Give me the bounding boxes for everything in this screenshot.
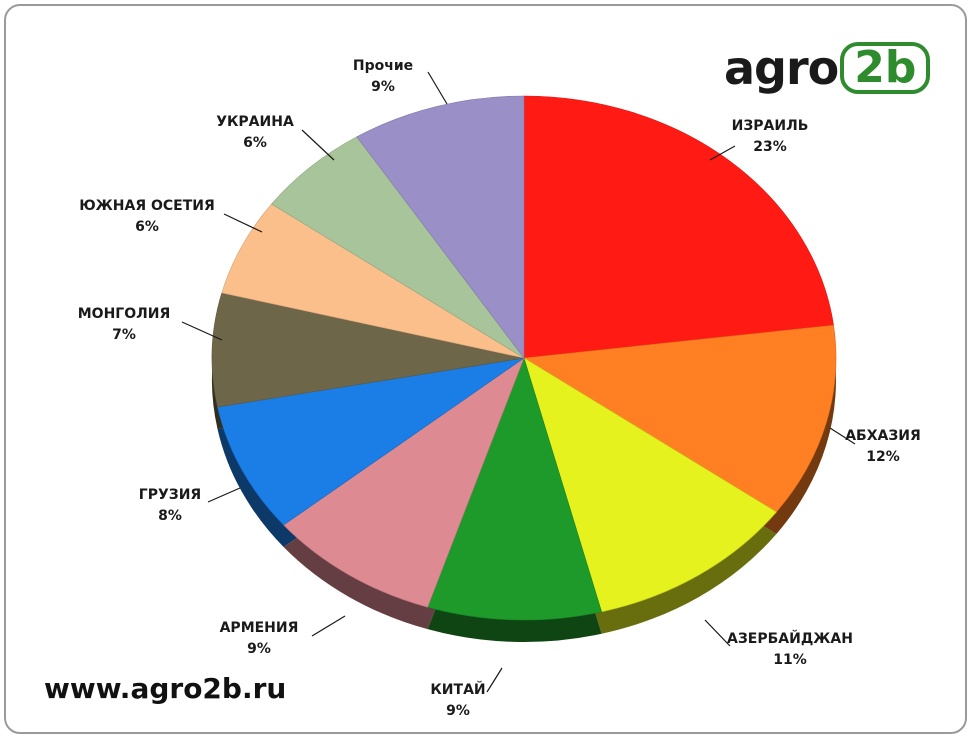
slice-6-value-label: 8% bbox=[158, 508, 182, 524]
slice-10-value-label: 9% bbox=[371, 79, 395, 95]
slice-10 bbox=[356, 95, 525, 359]
slice-5-name-label: АРМЕНИЯ bbox=[220, 620, 299, 636]
slice-7-leader-line bbox=[181, 321, 223, 341]
slice-1-leader-line bbox=[709, 145, 736, 161]
slice-4-name-label: КИТАЙ bbox=[430, 681, 485, 698]
slice-5-leader-line bbox=[311, 615, 346, 637]
slice-5-value-label: 9% bbox=[247, 641, 271, 657]
slice-3-value-label: 11% bbox=[773, 652, 807, 668]
slice-9-leader-line bbox=[301, 129, 335, 161]
slice-4-leader-line bbox=[486, 667, 503, 693]
slice-3 bbox=[523, 357, 777, 613]
site-url: www.agro2b.ru bbox=[44, 672, 287, 705]
slice-1-value-label: 23% bbox=[753, 139, 787, 155]
slice-3-leader-line bbox=[704, 619, 731, 647]
slice-1 bbox=[523, 95, 834, 359]
logo-text: agro bbox=[724, 41, 839, 95]
slice-7-name-label: МОНГОЛИЯ bbox=[78, 306, 171, 322]
slice-3-name-label: АЗЕРБАЙДЖАН bbox=[727, 630, 853, 647]
pie-slices-layer bbox=[211, 95, 837, 621]
slice-6 bbox=[217, 357, 525, 526]
slice-4-value-label: 9% bbox=[446, 703, 470, 719]
slice-6-name-label: ГРУЗИЯ bbox=[139, 487, 201, 503]
slice-8-leader-line bbox=[223, 213, 263, 233]
slice-7-value-label: 7% bbox=[112, 327, 136, 343]
slice-10-name-label: Прочие bbox=[353, 58, 413, 74]
logo-badge: 2b bbox=[840, 42, 931, 94]
slice-4 bbox=[427, 357, 602, 621]
slice-2-value-label: 12% bbox=[866, 449, 900, 465]
slice-7 bbox=[211, 292, 525, 408]
slice-2-leader-line bbox=[829, 427, 856, 445]
slice-1-name-label: ИЗРАИЛЬ bbox=[732, 118, 809, 134]
slice-2-name-label: АБХАЗИЯ bbox=[845, 428, 921, 444]
slice-5 bbox=[283, 357, 525, 608]
slice-8-value-label: 6% bbox=[135, 219, 159, 235]
pie-labels-layer: ИЗРАИЛЬ 23% АБХАЗИЯ 12% АЗЕРБАЙДЖАН 11% КИТАЙ 9… bbox=[78, 58, 921, 719]
slice-9-value-label: 6% bbox=[243, 135, 267, 151]
slice-6-leader-line bbox=[207, 487, 241, 503]
slice-9-name-label: УКРАИНА bbox=[216, 114, 294, 130]
slice-8-name-label: ЮЖНАЯ ОСЕТИЯ bbox=[79, 198, 215, 214]
slice-2 bbox=[523, 324, 837, 513]
agro2b-logo: agro 2b bbox=[724, 38, 931, 98]
slice-10-leader-line bbox=[427, 71, 448, 105]
